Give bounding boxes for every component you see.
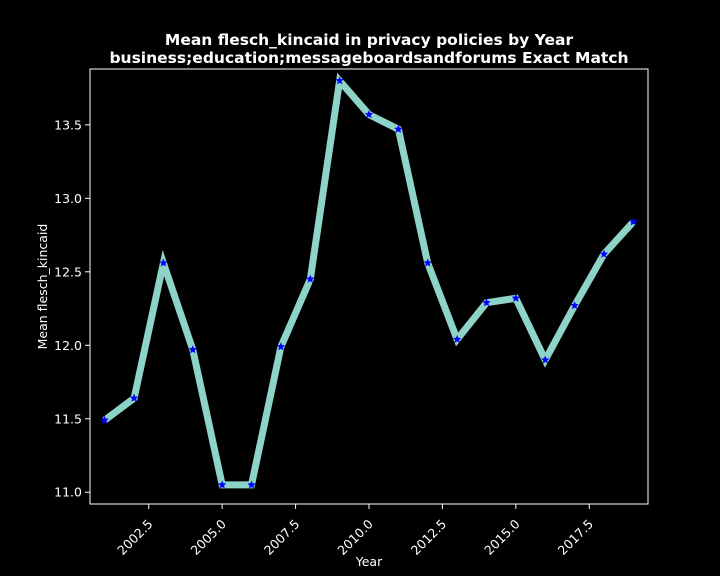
x-tick-label: 2002.5	[114, 516, 156, 558]
y-axis-label: Mean flesch_kincaid	[35, 224, 50, 350]
data-point	[629, 217, 638, 226]
data-point	[482, 298, 491, 307]
data-point	[217, 480, 227, 489]
x-tick-label: 2015.0	[481, 516, 523, 558]
data-point	[570, 301, 579, 310]
x-tick-label: 2012.5	[408, 516, 450, 558]
x-axis-label: Year	[355, 554, 383, 569]
x-tick-label: 2017.5	[555, 516, 597, 558]
data-point	[423, 258, 433, 267]
chart-subtitle: business;education;messageboardsandforum…	[109, 49, 628, 67]
data-point	[394, 124, 403, 133]
data-point	[540, 355, 550, 364]
x-tick-label: 2005.0	[188, 516, 230, 558]
data-point	[188, 345, 198, 354]
data-point	[247, 480, 256, 489]
data-point	[599, 249, 609, 258]
series-line	[102, 72, 636, 489]
series-layer	[100, 72, 638, 489]
data-point	[452, 334, 462, 344]
x-tick-label: 2007.5	[261, 516, 303, 558]
data-point	[511, 293, 521, 302]
x-tick-label: 2010.0	[334, 516, 376, 558]
y-tick-label: 13.0	[54, 191, 82, 206]
y-tick-label: 12.5	[54, 264, 82, 279]
y-tick-label: 13.5	[54, 117, 82, 132]
data-point	[305, 274, 315, 283]
y-tick-label: 11.0	[54, 485, 82, 500]
chart-title: Mean flesch_kincaid in privacy policies …	[165, 31, 574, 49]
y-tick-label: 12.0	[54, 338, 82, 353]
data-point	[335, 76, 344, 85]
data-point	[364, 110, 374, 119]
data-point	[159, 258, 168, 267]
y-tick-label: 11.5	[54, 411, 82, 426]
x-axis: 2002.5 2005.0 2007.5 2010.0 2012.5 2015.0 2017…	[114, 504, 596, 558]
data-point	[129, 393, 139, 402]
y-axis: 11.0 11.5 12.0 12.5 13.0 13.5	[54, 117, 90, 500]
data-point	[100, 415, 109, 424]
data-point	[276, 342, 286, 351]
